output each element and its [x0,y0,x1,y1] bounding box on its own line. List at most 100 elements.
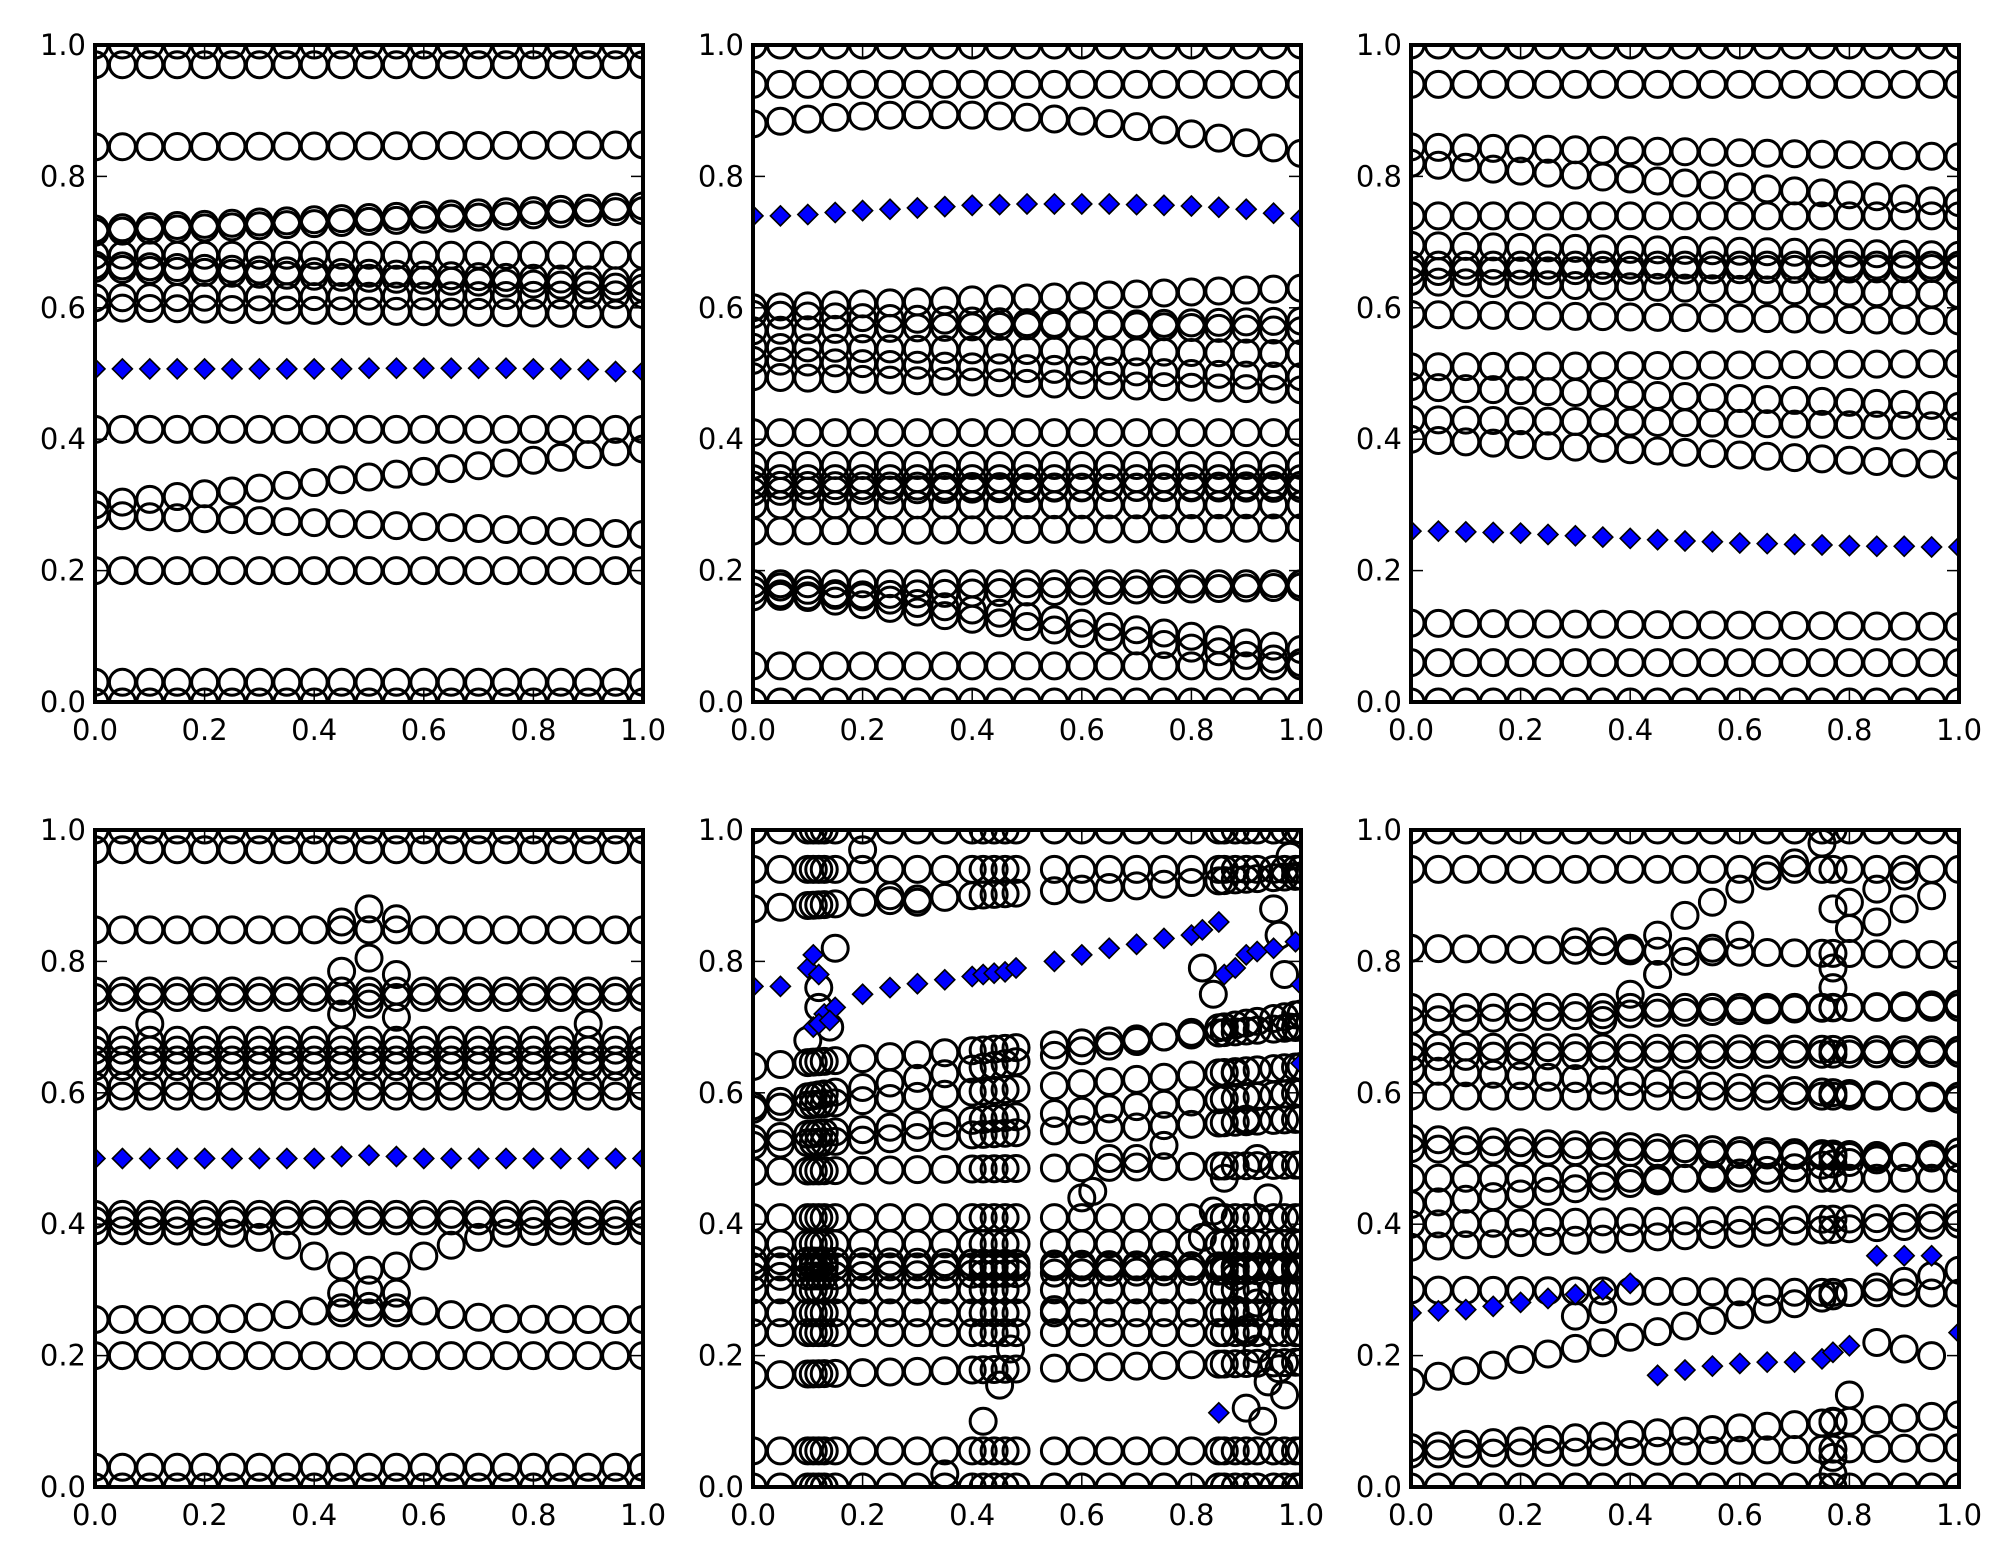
circle-point [990,830,1020,845]
circle-point [1149,687,1179,702]
circle-point [1944,1144,1959,1173]
circle-point [546,1341,576,1371]
circle-point [272,687,302,702]
circle-point [464,1222,494,1252]
circle-point [1697,933,1727,963]
circle-point [573,976,603,1006]
circle-point [820,1088,850,1118]
circle-point [1752,69,1782,99]
circle-point [957,830,987,845]
circle-point [848,651,878,681]
circle-point [573,1009,603,1039]
circle-point [107,1341,137,1371]
circle-point [1780,1081,1810,1111]
circle-point [1533,648,1563,678]
circle-point [1286,1203,1301,1233]
circle-point [1039,282,1069,312]
circle-point [1862,1278,1892,1308]
circle-point [1807,1150,1837,1180]
circle-point [793,104,823,134]
y-tick-label: 1.0 [698,28,744,62]
circle-point [1478,609,1508,639]
diamond-point [1893,535,1916,558]
circle-point [1643,1133,1673,1163]
circle-point [628,434,643,464]
circle-point [381,414,411,444]
circle-point [1122,1472,1152,1487]
circle-point [354,830,384,845]
circle-point [327,131,357,161]
circle-point [1270,1472,1300,1487]
circle-point [299,414,329,444]
circle-point [1220,1010,1250,1040]
circle-point [1615,1223,1645,1253]
diamond-point [357,1144,381,1167]
circle-point [381,296,411,326]
circle-point [1834,45,1864,60]
circle-point [902,1356,932,1386]
diamond-point [604,1147,627,1170]
circle-point [765,1086,795,1116]
circle-point [628,1341,643,1371]
diamond-point [1224,956,1247,980]
circle-point [1204,313,1234,343]
circle-point [1917,854,1947,884]
circle-point [436,556,466,586]
circle-point [217,556,247,586]
circle-point [957,69,987,99]
diamond-point [878,976,902,999]
circle-point [381,830,411,845]
diamond-point [1125,193,1148,216]
circle-point [1818,973,1848,1003]
circle-point [848,1044,878,1074]
circle-point [848,830,878,845]
circle-point [1478,300,1508,330]
circle-point [1451,1184,1481,1214]
circle-point [464,1472,494,1487]
circle-point [1039,1436,1069,1466]
circle-point [1807,178,1837,208]
circle-point [875,349,905,379]
x-tick-label: 0.6 [1059,713,1105,747]
circle-point [1643,302,1673,332]
circle-point [1286,1104,1301,1134]
circle-point [1286,572,1301,602]
axes-frame [751,43,1303,704]
circle-point [902,1063,932,1093]
circle-point [409,983,439,1013]
circle-point [1588,1328,1618,1358]
circle-point [1533,201,1563,231]
circle-point [217,1304,247,1334]
circle-point [162,556,192,586]
circle-point [1286,513,1301,543]
circle-point [1889,448,1919,478]
circle-point [1039,45,1069,60]
circle-point [628,1206,643,1236]
circle-point [985,101,1015,131]
circle-point [354,1275,384,1305]
circle-point [1259,1004,1289,1034]
circle-point [1231,418,1261,448]
circle-point [162,1341,192,1371]
circle-point [546,414,576,444]
y-tick-label: 0.4 [698,1207,744,1241]
y-tick-label: 0.8 [1356,159,1402,193]
circle-point [409,1341,439,1371]
y-tick-label: 0.6 [40,291,86,325]
circle-point [875,69,905,99]
circle-point [135,45,165,60]
circle-point [957,1472,987,1487]
circle-point [1149,1436,1179,1466]
circle-point [244,45,274,60]
circle-point [1807,648,1837,678]
circle-point [436,915,466,945]
circle-point [1807,687,1837,702]
circle-point [436,687,466,702]
circle-point [518,983,548,1013]
circle-point [1780,409,1810,439]
circle-point [381,45,411,60]
diamond-point [522,1147,545,1170]
circle-point [1067,608,1097,638]
circle-point [1533,1472,1563,1487]
circle-point [848,1115,878,1145]
